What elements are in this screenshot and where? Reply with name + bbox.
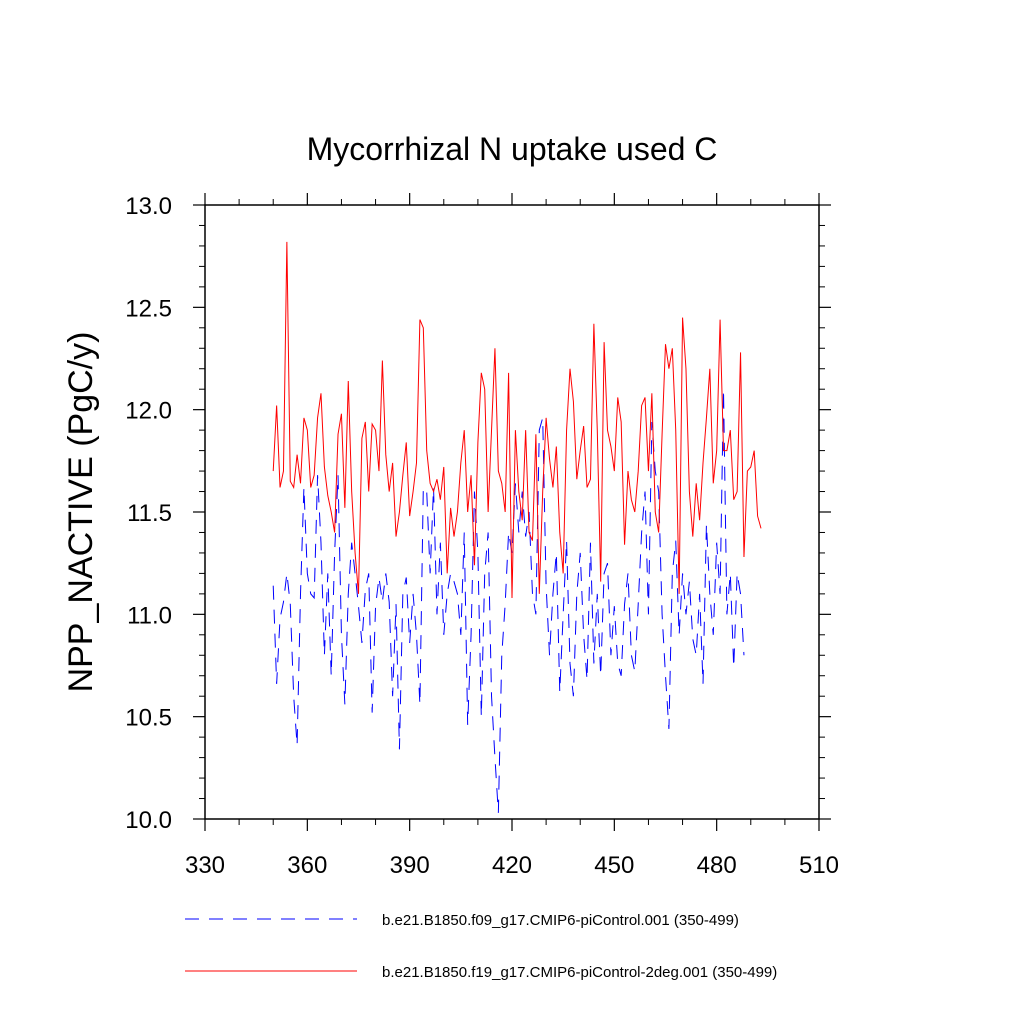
series-line-1 [272, 389, 745, 813]
legend-label-series-2: b.e21.B1850.f19_g17.CMIP6-piControl-2deg… [382, 964, 777, 981]
legend: b.e21.B1850.f09_g17.CMIP6-piControl.001 … [185, 912, 777, 981]
legend-label-series-1: b.e21.B1850.f09_g17.CMIP6-piControl.001 … [382, 912, 739, 929]
y-tick-label: 12.5 [125, 295, 172, 322]
axis-ticks: 330 360 390 420 450 480 510 10.0 10.5 11.0 11.5 12.… [125, 193, 839, 879]
x-tick-label: 330 [185, 852, 225, 879]
y-tick-label: 10.0 [125, 807, 172, 834]
plot-frame [204, 204, 820, 820]
y-tick-label: 12.0 [125, 398, 172, 425]
y-tick-label: 11.0 [127, 602, 172, 629]
chart-title: Mycorrhizal N uptake used C [307, 131, 718, 167]
x-tick-label: 360 [287, 852, 327, 879]
series-line-2 [272, 241, 762, 598]
x-tick-label: 450 [594, 852, 634, 879]
x-tick-label: 420 [492, 852, 532, 879]
x-tick-label: 510 [799, 852, 839, 879]
x-tick-label: 390 [390, 852, 430, 879]
series-group [272, 241, 762, 813]
x-tick-label: 480 [697, 852, 737, 879]
y-axis-label: NPP_NACTIVE (PgC/y) [62, 332, 100, 693]
y-tick-label: 13.0 [125, 193, 172, 220]
y-tick-label: 11.5 [127, 500, 172, 527]
y-tick-label: 10.5 [125, 705, 172, 732]
